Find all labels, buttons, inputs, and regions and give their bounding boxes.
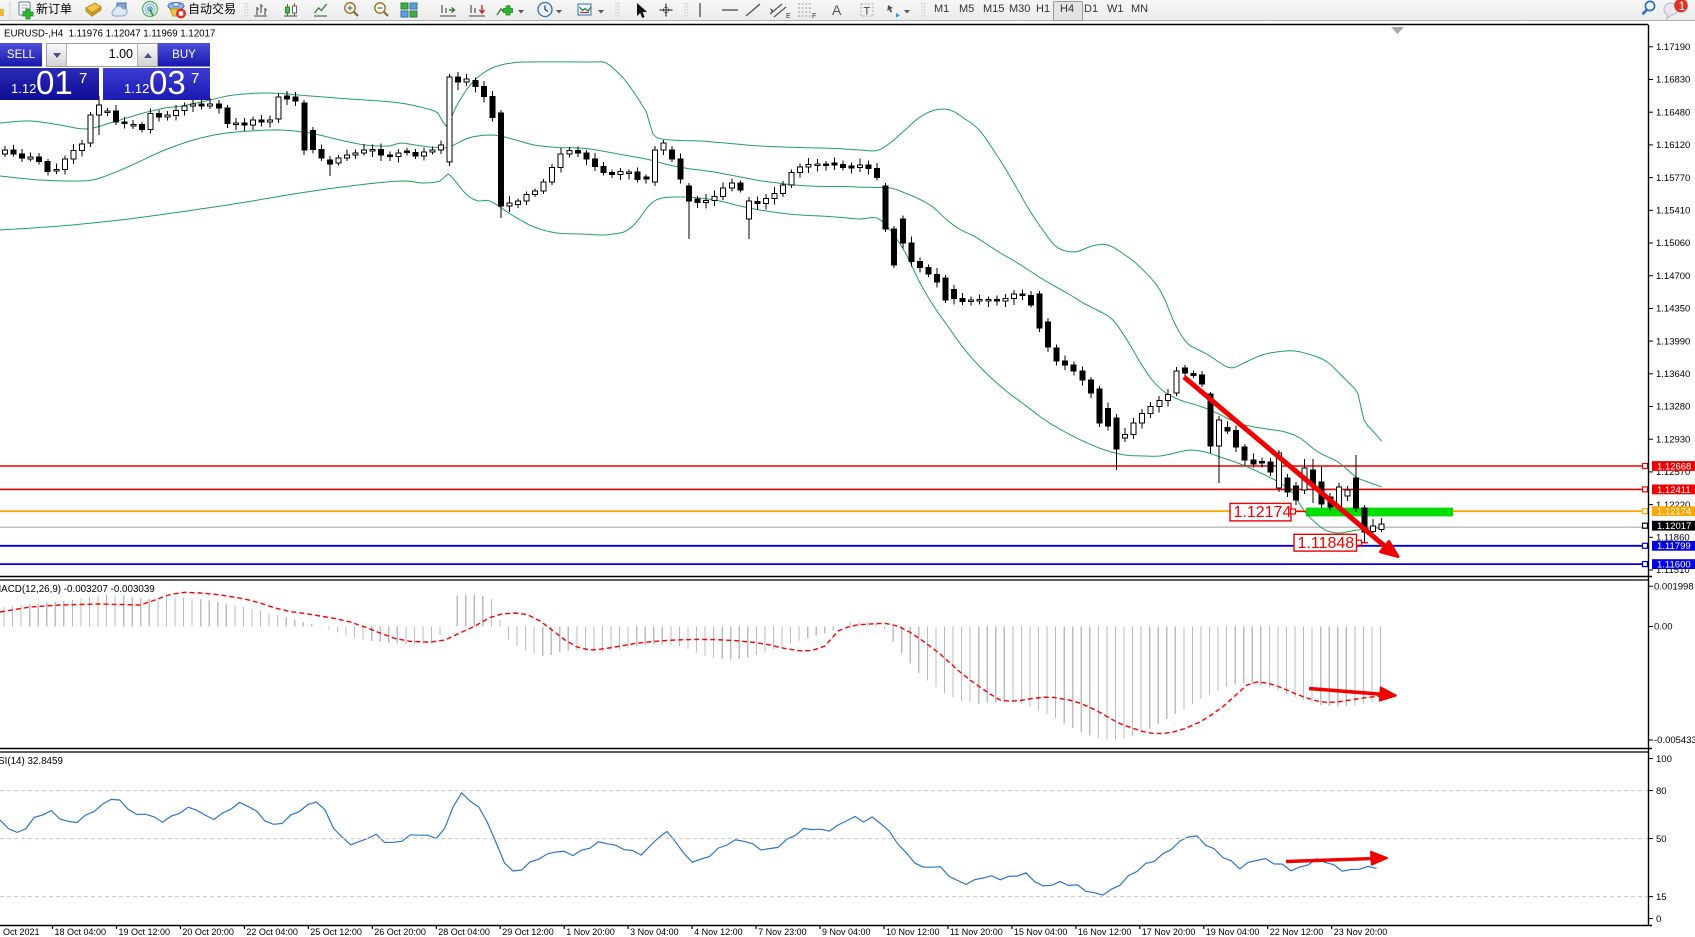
svg-text:1.16830: 1.16830 [1656,75,1690,86]
svg-text:29 Oct 12:00: 29 Oct 12:00 [502,927,554,937]
svg-text:1.12930: 1.12930 [1656,434,1690,445]
svg-text:1.14700: 1.14700 [1656,271,1690,282]
svg-text:1.11860: 1.11860 [1656,533,1690,544]
svg-text:15 Nov 04:00: 15 Nov 04:00 [1014,927,1068,937]
svg-text:Oct 2021: Oct 2021 [3,927,40,937]
svg-text:1.12174: 1.12174 [1657,507,1691,518]
svg-text:1.16120: 1.16120 [1656,140,1690,151]
svg-text:7 Nov 23:00: 7 Nov 23:00 [758,927,807,937]
svg-text:1.12668: 1.12668 [1657,461,1691,472]
svg-text:RSI(14) 32.8459: RSI(14) 32.8459 [0,756,63,767]
svg-text:1.13280: 1.13280 [1656,402,1690,413]
svg-text:1.13640: 1.13640 [1656,369,1690,380]
svg-text:1.12174: 1.12174 [1234,504,1292,521]
svg-text:18 Oct 04:00: 18 Oct 04:00 [55,927,107,937]
svg-text:1.15410: 1.15410 [1656,206,1690,217]
svg-text:1.11848: 1.11848 [1298,535,1355,552]
svg-text:19 Oct 12:00: 19 Oct 12:00 [119,927,171,937]
svg-text:EURUSD-,H4 1.11976 1.12047 1.: EURUSD-,H4 1.11976 1.12047 1.11969 1.120… [4,29,215,40]
svg-text:1.15060: 1.15060 [1656,238,1690,249]
svg-text:0.00: 0.00 [1654,622,1673,633]
svg-text:19 Nov 04:00: 19 Nov 04:00 [1206,927,1260,937]
svg-text:MACD(12,26,9) -0.003207 -0.003: MACD(12,26,9) -0.003207 -0.003039 [0,584,155,595]
svg-text:新订单: 新订单 [36,1,72,16]
svg-text:1.12411: 1.12411 [1657,485,1691,496]
svg-text:1.17190: 1.17190 [1656,42,1690,53]
svg-text:16 Nov 12:00: 16 Nov 12:00 [1078,927,1132,937]
svg-text:1.16480: 1.16480 [1656,107,1690,118]
svg-text:22 Oct 04:00: 22 Oct 04:00 [246,927,298,937]
svg-text:F: F [812,13,816,20]
svg-text:1 Nov 20:00: 1 Nov 20:00 [566,927,615,937]
svg-text:1.11799: 1.11799 [1657,541,1691,552]
svg-text:4 Nov 12:00: 4 Nov 12:00 [694,927,743,937]
svg-text:11 Nov 20:00: 11 Nov 20:00 [950,927,1003,937]
svg-text:T: T [864,6,871,18]
svg-text:9 Nov 04:00: 9 Nov 04:00 [822,927,871,937]
svg-text:17 Nov 20:00: 17 Nov 20:00 [1142,927,1196,937]
svg-text:0: 0 [1656,914,1661,925]
svg-text:1.13990: 1.13990 [1656,336,1690,347]
svg-text:23 Nov 20:00: 23 Nov 20:00 [1334,927,1388,937]
svg-text:A: A [832,2,842,18]
svg-text:80: 80 [1656,786,1667,797]
svg-text:E: E [786,13,791,20]
svg-text:1.12017: 1.12017 [1657,521,1691,532]
svg-text:22 Nov 12:00: 22 Nov 12:00 [1270,927,1324,937]
svg-text:25 Oct 12:00: 25 Oct 12:00 [310,927,362,937]
svg-text:20 Oct 20:00: 20 Oct 20:00 [182,927,234,937]
svg-text:0.001998: 0.001998 [1654,581,1694,592]
svg-text:-0.005433: -0.005433 [1654,735,1695,746]
svg-text:1.12570: 1.12570 [1656,467,1690,478]
svg-text:1.15770: 1.15770 [1656,173,1690,184]
svg-text:15: 15 [1656,892,1667,903]
svg-text:28 Oct 04:00: 28 Oct 04:00 [438,927,490,937]
svg-text:自动交易: 自动交易 [188,1,236,16]
svg-text:1.14350: 1.14350 [1656,304,1690,315]
svg-text:1.11510: 1.11510 [1656,565,1690,576]
svg-text:100: 100 [1656,754,1672,765]
svg-text:1.11600: 1.11600 [1657,560,1691,571]
svg-text:1: 1 [1679,0,1686,13]
svg-text:1.12220: 1.12220 [1656,500,1690,511]
svg-text:50: 50 [1656,834,1667,845]
svg-text:10 Nov 12:00: 10 Nov 12:00 [886,927,940,937]
svg-text:3 Nov 04:00: 3 Nov 04:00 [630,927,679,937]
svg-text:26 Oct 20:00: 26 Oct 20:00 [374,927,426,937]
